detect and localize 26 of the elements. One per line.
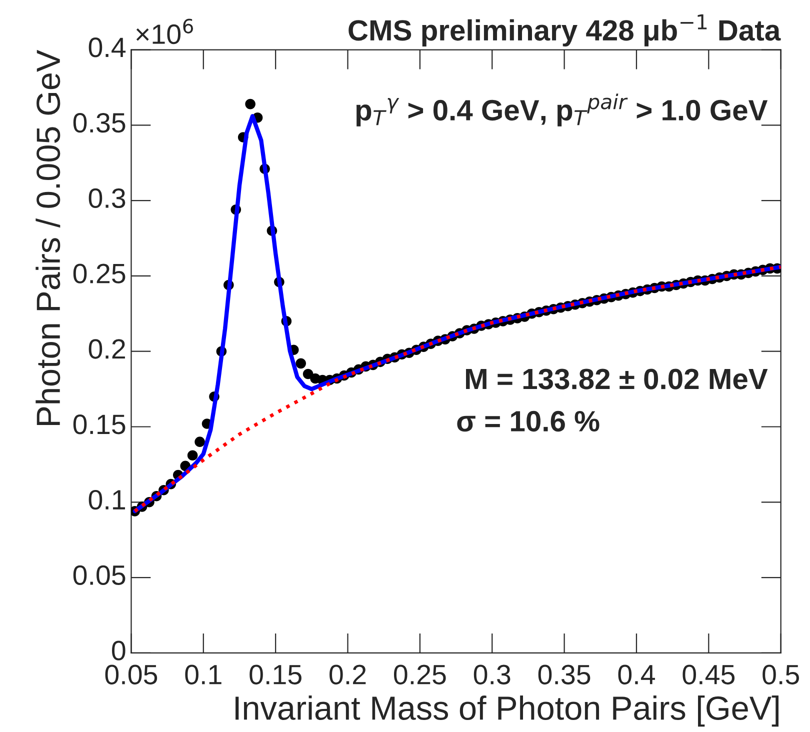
text: ×10$^{6}$ xyxy=(136,18,193,44)
y-tick-label: 0.35 xyxy=(73,112,126,133)
y-tick-label: 0.25 xyxy=(73,264,126,284)
y-tick-label: 0.1 xyxy=(88,490,126,510)
x-tick-label: 0.45 xyxy=(682,664,735,684)
text: CMS preliminary 428 μb$^{−1}$ Data xyxy=(348,14,781,46)
y-tick-label: 0.3 xyxy=(88,188,126,208)
x-tick-label: 0.4 xyxy=(618,664,655,684)
annotation: M = 133.82 ± 0.02 MeV xyxy=(466,368,768,390)
x-tick-label: 0.1 xyxy=(185,664,222,684)
x-tick-label: 0.25 xyxy=(394,664,446,684)
annotation: σ = 10.6 % xyxy=(457,410,600,432)
y-tick-label: 0.4 xyxy=(88,38,126,58)
y-tick-label: 0 xyxy=(112,640,126,660)
y-tick-label: 0.2 xyxy=(88,339,125,359)
x-tick-label: 0.2 xyxy=(330,664,366,684)
y-tick-label: 0.05 xyxy=(73,565,126,586)
x-tick-label: 0.15 xyxy=(250,664,302,684)
x-tick-label: 0.3 xyxy=(474,664,510,684)
x-tick-label: 0.05 xyxy=(105,664,158,684)
y-axis-title: Photon Pairs / 0.005 GeV xyxy=(36,50,60,426)
annotation: p$_{T}$$^{γ}$ > 0.4 GeV, p$_{T}$$^{pair}$ > 1.0 GeV xyxy=(356,94,768,126)
x-tick-label: 0.5 xyxy=(762,664,799,684)
x-tick-label: 0.35 xyxy=(538,664,590,684)
y-tick-label: 0.15 xyxy=(73,414,126,434)
x-axis-title: Invariant Mass of Photon Pairs [GeV] xyxy=(236,696,778,727)
